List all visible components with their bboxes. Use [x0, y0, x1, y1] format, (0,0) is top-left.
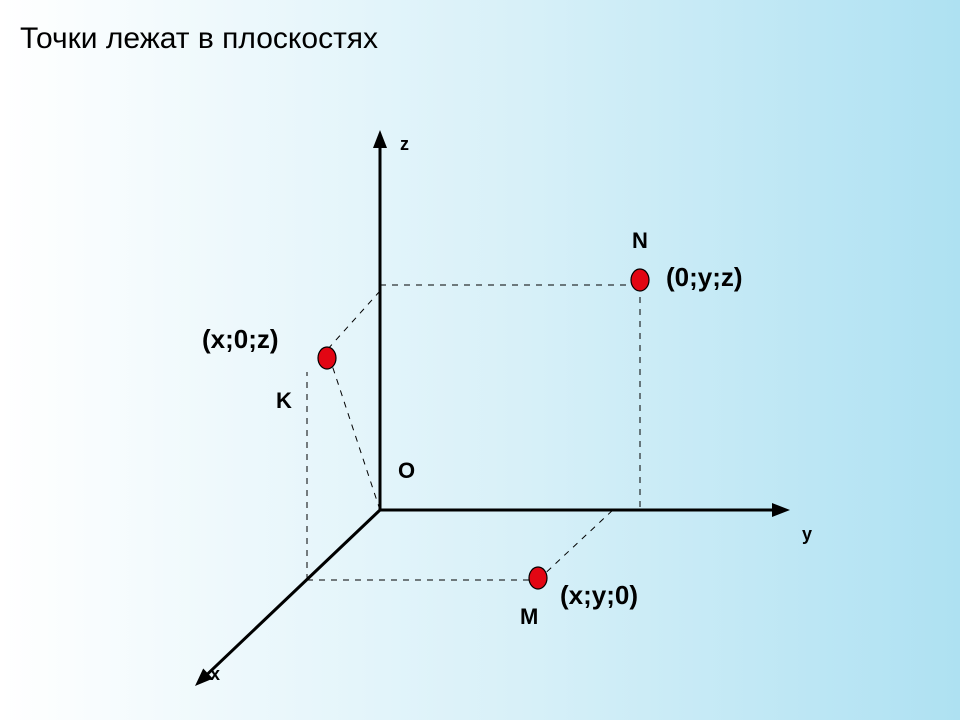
- point-label-m: M: [520, 604, 538, 629]
- point-coord-m: (x;y;0): [560, 580, 638, 610]
- x-axis-label: x: [210, 664, 220, 684]
- point-label-k: K: [276, 388, 292, 413]
- point-label-n: N: [632, 228, 648, 253]
- point-n: [631, 269, 649, 291]
- point-m: [529, 567, 547, 589]
- point-coord-n: (0;y;z): [666, 262, 743, 292]
- background: [0, 0, 960, 720]
- page-title: Точки лежат в плоскостях: [20, 22, 378, 56]
- z-axis-label: z: [400, 134, 409, 154]
- diagram-svg: z y x O N (0;y;z) K (x;0;z) M (x;y;0): [0, 0, 960, 720]
- origin-label: O: [398, 458, 415, 483]
- point-coord-k: (x;0;z): [202, 324, 279, 354]
- y-axis-label: y: [802, 524, 812, 544]
- point-k: [318, 347, 336, 369]
- diagram-canvas: z y x O N (0;y;z) K (x;0;z) M (x;y;0) Точки лежат…: [0, 0, 960, 720]
